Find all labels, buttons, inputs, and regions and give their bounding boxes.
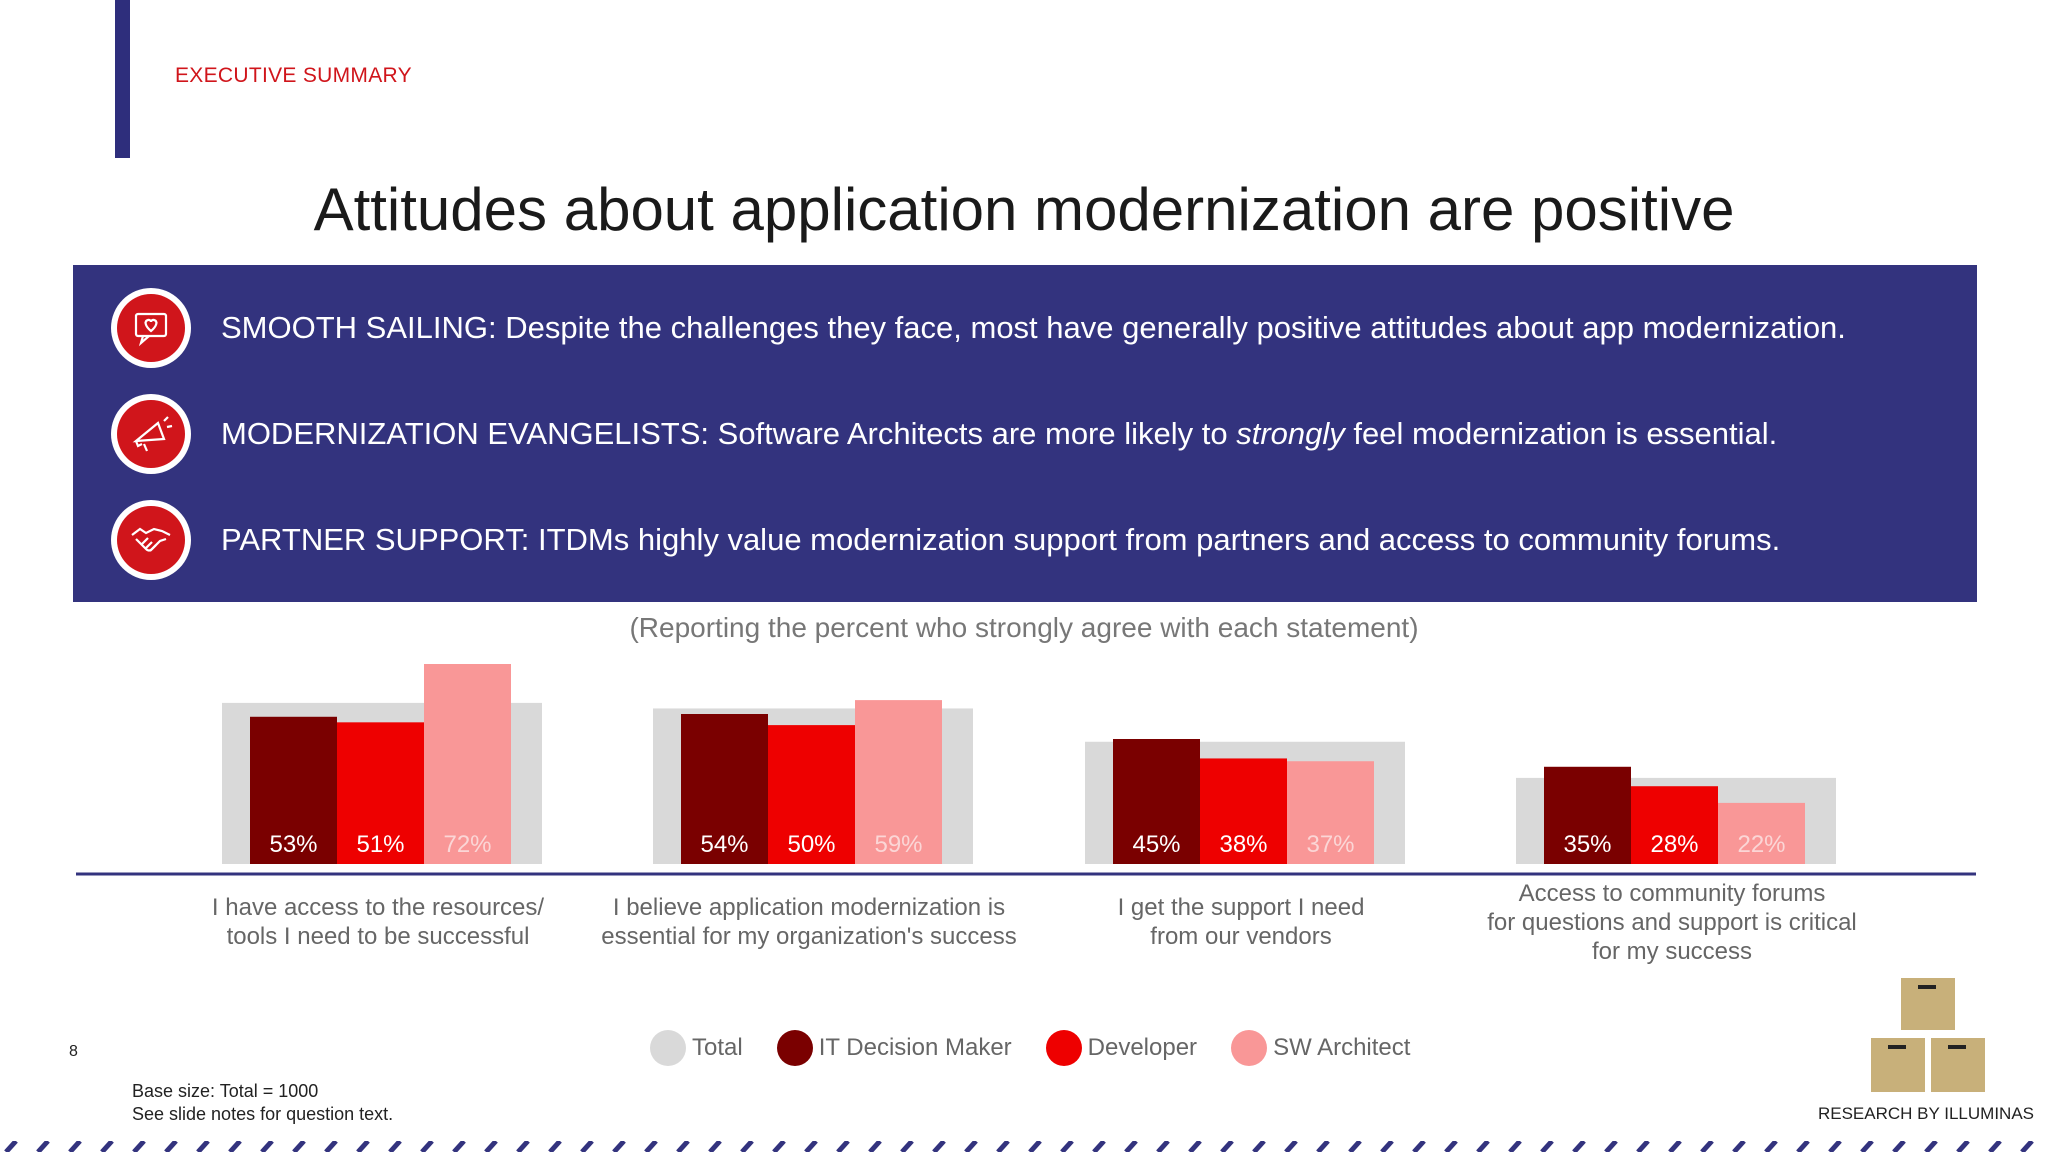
footnote: Base size: Total = 1000 See slide notes … [132,1080,393,1126]
category-label: I believe application modernization is es… [601,894,1016,950]
data-label: 28% [1650,831,1698,858]
page-number: 8 [69,1043,78,1060]
section-label: EXECUTIVE SUMMARY [175,64,412,87]
legend-label-developer: Developer [1087,1034,1198,1061]
footer-stripe [0,1141,2048,1152]
boxes-logo-icon [1869,976,1987,1094]
banner-text-smooth-sailing: SMOOTH SAILING: Despite the challenges t… [221,310,1846,345]
accent-bar [115,0,130,158]
banner-text-evangelists: MODERNIZATION EVANGELISTS: Software Arch… [221,416,1777,452]
category-label: Access to community forums for questions … [1487,880,1857,965]
banner-row-evangelists: MODERNIZATION EVANGELISTS: Software Arch… [111,394,1777,474]
slide-notes-note: See slide notes for question text. [132,1104,394,1124]
summary-banner: SMOOTH SAILING: Despite the challenges t… [73,265,1977,602]
heart-speech-bubble-icon [111,288,191,368]
bar-it-decision-maker [1113,739,1200,864]
handshake-icon [111,500,191,580]
legend-swatch-itdm [776,1030,813,1066]
data-label: 54% [700,831,748,858]
category-label: I have access to the resources/tools I n… [212,894,545,950]
data-label: 59% [874,831,922,858]
banner-row-smooth-sailing: SMOOTH SAILING: Despite the challenges t… [111,288,1846,368]
legend-swatch-developer [1045,1030,1082,1066]
bar-chart: 53% 51% 72% 54% 50% 59% 45% 38% 37% 35% 28% 22% I h… [76,664,1976,965]
base-size-note: Base size: Total = 1000 [132,1081,319,1101]
bar-it-decision-maker [681,714,768,864]
data-label: 37% [1306,831,1354,858]
legend-swatch-total [650,1030,686,1066]
data-label: 35% [1563,831,1611,858]
bar-sw-architect [1287,761,1374,864]
legend-label-total: Total [692,1034,743,1061]
page-title: Attitudes about application modernizatio… [313,176,1735,243]
data-label: 38% [1219,831,1267,858]
megaphone-icon [111,394,191,474]
bar-sw-architect [424,664,511,864]
bar-layer: 53% 51% 72% 54% 50% 59% 45% 38% 37% 35% 28% 22% [222,664,1836,864]
bar-sw-architect [855,700,942,864]
research-credit: RESEARCH BY ILLUMINAS [1817,1104,2034,1123]
legend-item-developer: Developer [1045,1030,1198,1066]
chart-legend: Total IT Decision Maker Developer SW Arc… [650,1030,1444,1066]
chart-caption: (Reporting the percent who strongly agre… [629,612,1419,643]
legend-item-total: Total [650,1030,743,1066]
bar-sw-architect [1718,802,1805,864]
banner-text-part: feel modernization is essential. [1344,416,1778,451]
legend-swatch-sw-architect [1231,1030,1268,1066]
bar-group: 54% 50% 59% [653,700,973,864]
legend-item-sw-architect: SW Architect [1231,1030,1410,1066]
category-labels: I have access to the resources/tools I n… [212,880,1857,965]
bar-developer [1200,758,1287,864]
bar-it-decision-maker [250,716,337,864]
legend-label-sw-architect: SW Architect [1273,1034,1411,1061]
bar-group: 53% 51% 72% [222,664,542,864]
banner-text-part: MODERNIZATION EVANGELISTS: Software Arch… [221,416,1237,451]
bar-group: 45% 38% 37% [1085,739,1405,864]
bar-group: 35% 28% 22% [1516,766,1836,864]
banner-text-emphasis: strongly [1236,416,1345,451]
data-label: 72% [443,831,491,858]
data-label: 45% [1132,831,1180,858]
data-label: 51% [356,831,404,858]
data-label: 50% [787,831,835,858]
data-label: 53% [269,831,317,858]
banner-text-partner-support: PARTNER SUPPORT: ITDMs highly value mode… [221,522,1781,557]
bar-developer [768,725,855,864]
banner-row-partner-support: PARTNER SUPPORT: ITDMs highly value mode… [111,500,1780,580]
bar-developer [337,722,424,864]
category-label: I get the support I need from our vendors [1118,894,1365,950]
bar-it-decision-maker [1544,766,1631,864]
data-label: 22% [1737,831,1785,858]
legend-label-itdm: IT Decision Maker [818,1034,1012,1061]
bar-developer [1631,786,1718,864]
legend-item-itdm: IT Decision Maker [776,1030,1012,1066]
